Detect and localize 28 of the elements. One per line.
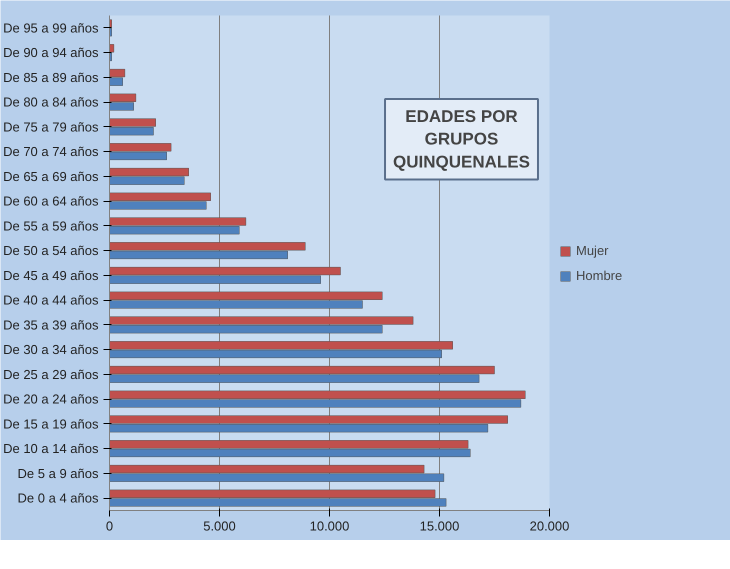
x-tick-label: 5.000: [203, 518, 236, 534]
y-tick-label: De 30 a 34 años: [3, 342, 99, 358]
x-tick-label: 10.000: [310, 518, 350, 534]
y-tick-label: De 35 a 39 años: [3, 317, 99, 332]
y-tick-label: De 15 a 19 años: [3, 416, 99, 432]
x-tick-label: 20.000: [530, 518, 570, 534]
y-tick-label: De 60 a 64 años: [3, 194, 99, 209]
y-tick-label: De 25 a 29 años: [3, 366, 99, 382]
y-tick-label: De 90 a 94 años: [3, 45, 99, 60]
y-tick-label: De 75 a 79 años: [3, 119, 99, 134]
y-tick-label: De 80 a 84 años: [3, 94, 99, 110]
x-tick-label: 0: [106, 518, 114, 534]
x-tick-label: 15.000: [420, 518, 460, 534]
text: EDADES POR GRUPOS QUINQUENALES: [393, 106, 530, 172]
legend-label: Hombre: [576, 268, 622, 283]
y-tick-label: De 20 a 24 años: [3, 392, 99, 407]
y-tick-label: De 85 a 89 años: [3, 70, 99, 85]
y-tick-label: De 70 a 74 años: [3, 144, 99, 160]
y-tick-label: De 55 a 59 años: [3, 218, 99, 234]
legend-label: Mujer: [576, 243, 609, 258]
y-tick-label: De 65 a 69 años: [3, 168, 99, 184]
y-tick-label: De 10 a 14 años: [3, 441, 99, 456]
y-tick-label: De 5 a 9 años: [18, 466, 99, 481]
y-tick-label: De 40 a 44 años: [3, 292, 99, 308]
y-tick-label: De 0 a 4 años: [18, 490, 99, 506]
y-tick-label: De 45 a 49 años: [3, 268, 99, 283]
y-tick-label: De 50 a 54 años: [3, 243, 99, 258]
y-tick-label: De 95 a 99 años: [3, 20, 99, 36]
